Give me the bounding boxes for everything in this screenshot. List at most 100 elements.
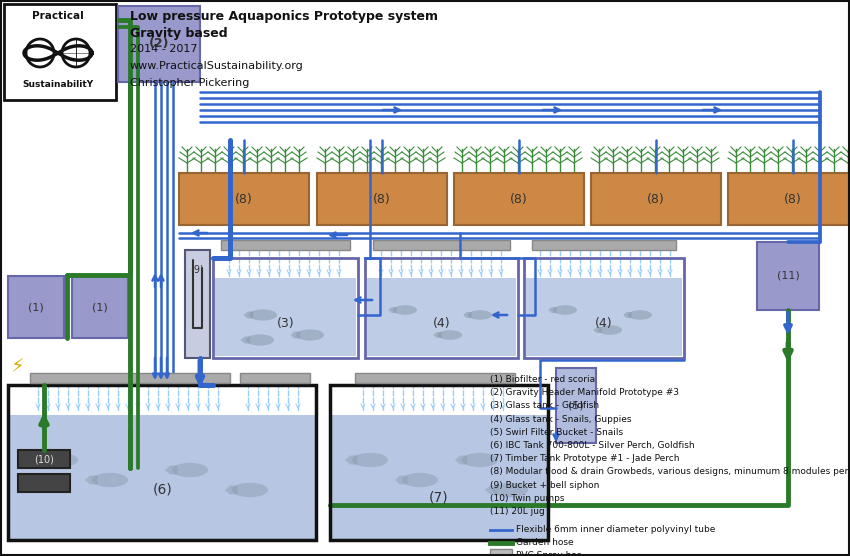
Ellipse shape xyxy=(553,305,577,315)
Text: (6) IBC Tank 700-800L - Silver Perch, Goldfish: (6) IBC Tank 700-800L - Silver Perch, Go… xyxy=(490,441,694,450)
Bar xyxy=(757,242,819,310)
Text: SustainabilitY: SustainabilitY xyxy=(22,80,94,89)
Bar xyxy=(72,276,128,338)
Bar xyxy=(317,173,447,225)
Ellipse shape xyxy=(492,483,528,497)
FancyArrow shape xyxy=(484,485,497,494)
Ellipse shape xyxy=(246,334,274,346)
Text: Flexible 6mm inner diameter polyvinyl tube: Flexible 6mm inner diameter polyvinyl tu… xyxy=(516,525,716,534)
Bar xyxy=(330,385,548,540)
FancyArrow shape xyxy=(345,455,357,464)
FancyArrow shape xyxy=(85,475,98,484)
Bar xyxy=(556,368,596,443)
Bar xyxy=(526,278,682,356)
Text: (8): (8) xyxy=(784,192,802,206)
Bar xyxy=(454,173,584,225)
FancyArrow shape xyxy=(593,327,602,333)
Bar xyxy=(355,373,515,383)
FancyArrow shape xyxy=(394,475,407,484)
Text: (9) Bucket + bell siphon: (9) Bucket + bell siphon xyxy=(490,480,599,490)
Bar xyxy=(179,173,309,225)
Bar xyxy=(8,276,64,338)
Bar xyxy=(373,240,510,250)
Text: (6): (6) xyxy=(153,483,173,497)
Text: Practical: Practical xyxy=(32,11,84,21)
Ellipse shape xyxy=(352,453,388,467)
Text: (8): (8) xyxy=(373,192,391,206)
Text: Gravity based: Gravity based xyxy=(130,27,228,40)
Text: (7): (7) xyxy=(429,490,449,504)
Bar xyxy=(365,258,518,358)
FancyArrow shape xyxy=(243,311,253,319)
Text: Christopher Pickering: Christopher Pickering xyxy=(130,78,249,88)
Ellipse shape xyxy=(296,329,324,341)
FancyArrow shape xyxy=(35,455,48,464)
Bar xyxy=(18,450,70,468)
Text: Low pressure Aquaponics Prototype system: Low pressure Aquaponics Prototype system xyxy=(130,10,438,23)
Ellipse shape xyxy=(42,453,78,467)
Text: Garden hose: Garden hose xyxy=(516,538,574,547)
FancyArrow shape xyxy=(388,307,397,313)
Bar xyxy=(330,415,548,540)
Ellipse shape xyxy=(92,473,128,487)
Bar xyxy=(185,250,210,358)
Text: (9): (9) xyxy=(190,265,204,275)
Text: (11): (11) xyxy=(777,271,799,281)
Text: PVC Spray bar: PVC Spray bar xyxy=(516,551,581,556)
FancyArrow shape xyxy=(241,336,250,344)
Ellipse shape xyxy=(598,325,622,335)
FancyArrow shape xyxy=(455,455,468,464)
FancyArrow shape xyxy=(165,465,178,474)
Bar xyxy=(8,415,316,540)
Ellipse shape xyxy=(393,305,417,315)
Text: (5): (5) xyxy=(568,400,584,410)
FancyArrow shape xyxy=(224,485,237,494)
FancyArrow shape xyxy=(548,307,557,313)
Ellipse shape xyxy=(172,463,208,477)
Text: (1) Biofilter - red scoria: (1) Biofilter - red scoria xyxy=(490,375,595,384)
Text: www.PracticalSustainability.org: www.PracticalSustainability.org xyxy=(130,61,303,71)
FancyArrow shape xyxy=(623,312,632,318)
Bar xyxy=(18,474,70,492)
Bar xyxy=(8,385,316,540)
Text: (3) Glass tank - Goldfish: (3) Glass tank - Goldfish xyxy=(490,401,599,410)
Bar xyxy=(118,6,200,82)
Bar xyxy=(728,173,850,225)
Text: ⚡: ⚡ xyxy=(10,357,24,376)
Text: (2) Gravity Header Manifold Prototype #3: (2) Gravity Header Manifold Prototype #3 xyxy=(490,388,679,397)
FancyArrow shape xyxy=(463,312,472,318)
Text: (5) Swirl Filter Bucket - Snails: (5) Swirl Filter Bucket - Snails xyxy=(490,428,623,437)
Bar xyxy=(524,258,684,358)
Text: (8): (8) xyxy=(510,192,528,206)
Bar xyxy=(213,258,358,358)
Bar xyxy=(367,278,516,356)
Ellipse shape xyxy=(249,309,277,321)
Text: (8): (8) xyxy=(235,192,252,206)
Bar xyxy=(221,240,350,250)
Text: (10): (10) xyxy=(34,454,54,464)
Bar xyxy=(591,173,721,225)
Text: 2014 - 2017: 2014 - 2017 xyxy=(130,44,197,54)
FancyArrow shape xyxy=(291,331,300,339)
Bar xyxy=(215,278,356,356)
Text: (8): (8) xyxy=(647,192,665,206)
Text: (2): (2) xyxy=(149,37,169,51)
FancyArrow shape xyxy=(434,332,442,338)
Text: (8) Modular flood & drain Growbeds, various designs, minumum 8 modules per bed: (8) Modular flood & drain Growbeds, vari… xyxy=(490,468,850,476)
Ellipse shape xyxy=(232,483,268,497)
Bar xyxy=(532,240,676,250)
Text: (4): (4) xyxy=(595,316,613,330)
Ellipse shape xyxy=(462,453,498,467)
Ellipse shape xyxy=(628,310,652,320)
Text: (4): (4) xyxy=(433,316,451,330)
Bar xyxy=(240,373,310,383)
Bar xyxy=(30,373,230,383)
Text: (7) Timber Tank Prototype #1 - Jade Perch: (7) Timber Tank Prototype #1 - Jade Perc… xyxy=(490,454,679,463)
Text: (11) 20L jug: (11) 20L jug xyxy=(490,507,545,516)
Text: (3): (3) xyxy=(277,316,294,330)
Bar xyxy=(4,4,116,100)
Text: (1): (1) xyxy=(28,302,44,312)
Text: (4) Glass tank - Snails, Guppies: (4) Glass tank - Snails, Guppies xyxy=(490,415,632,424)
Ellipse shape xyxy=(402,473,438,487)
Ellipse shape xyxy=(468,310,492,320)
